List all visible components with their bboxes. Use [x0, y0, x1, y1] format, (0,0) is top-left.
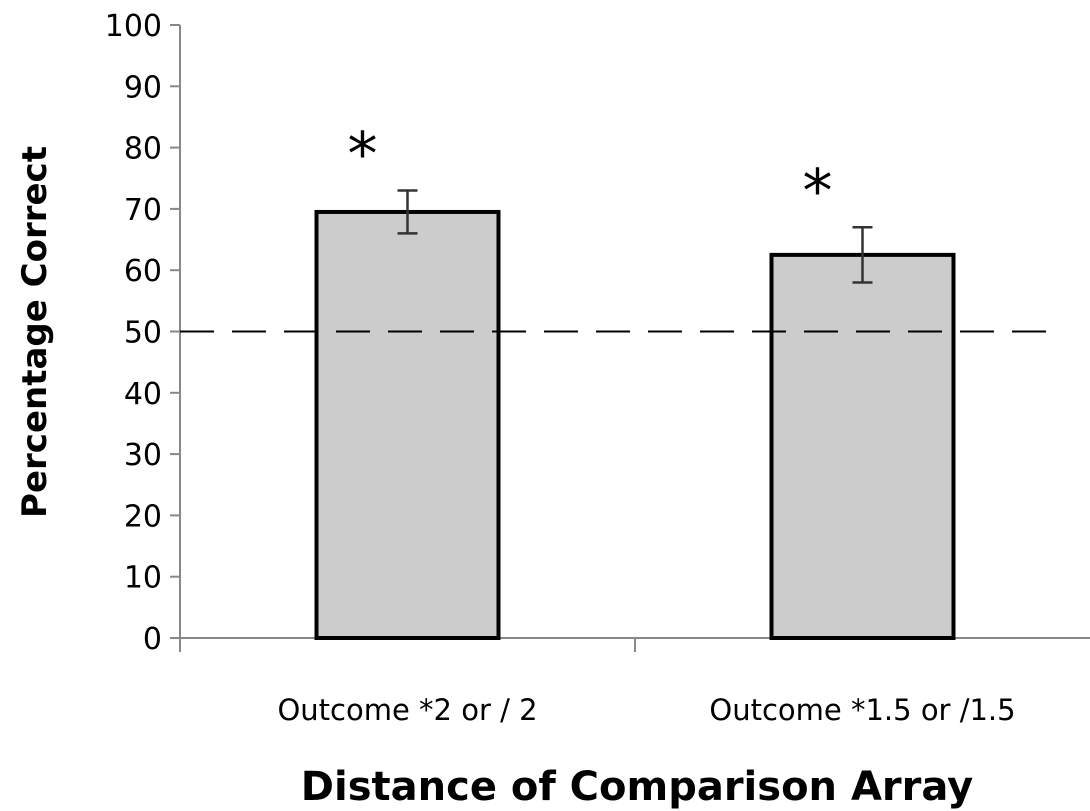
- y-tick-label: 90: [124, 70, 162, 105]
- x-tick-label: Outcome *1.5 or /1.5: [709, 693, 1015, 727]
- y-tick-label: 10: [124, 561, 162, 596]
- y-axis: 0 10 20 30 40 50 60 70 80 90 100: [105, 9, 181, 657]
- x-tick-label: Outcome *2 or / 2: [277, 693, 537, 727]
- x-axis-title: Distance of Comparison Array: [301, 764, 973, 810]
- significance-star: *: [803, 156, 833, 226]
- error-bars: [397, 189, 873, 284]
- y-axis-title: Percentage Correct: [15, 146, 55, 518]
- y-tick-label: 20: [124, 499, 162, 534]
- bar: [314, 209, 501, 640]
- bar: [769, 252, 956, 640]
- significance-markers: **: [348, 120, 833, 227]
- y-tick-label: 0: [143, 622, 162, 657]
- significance-star: *: [348, 120, 378, 190]
- bars: [314, 209, 956, 640]
- y-tick-label: 100: [105, 9, 162, 44]
- y-tick-label: 70: [124, 193, 162, 228]
- y-tick-label: 80: [124, 132, 162, 167]
- y-tick-label: 30: [124, 438, 162, 473]
- y-tick-label: 40: [124, 377, 162, 412]
- y-tick-label: 50: [124, 316, 162, 351]
- y-tick-label: 60: [124, 254, 162, 289]
- x-axis: Outcome *2 or / 2 Outcome *1.5 or /1.5: [179, 637, 1090, 727]
